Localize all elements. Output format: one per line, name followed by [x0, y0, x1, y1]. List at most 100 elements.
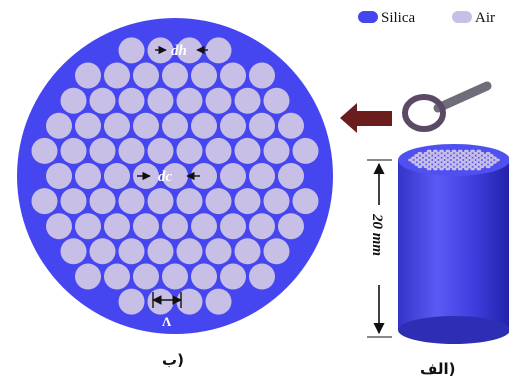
top-air-hole: [429, 156, 435, 160]
top-air-hole: [445, 167, 451, 171]
top-air-hole: [429, 165, 435, 169]
air-hole: [89, 137, 116, 164]
top-air-hole: [451, 149, 457, 153]
top-air-hole: [457, 163, 463, 166]
air-hole: [220, 62, 246, 89]
air-hole: [278, 112, 304, 139]
top-air-hole: [457, 167, 463, 171]
air-hole: [75, 163, 101, 189]
air-hole: [147, 137, 174, 164]
air-hole: [104, 263, 130, 290]
top-air-hole: [457, 149, 463, 153]
top-air-hole: [423, 160, 429, 164]
legend: Silica Air: [358, 10, 495, 26]
air-hole: [278, 213, 304, 240]
top-air-hole: [454, 151, 460, 155]
top-air-hole: [491, 156, 497, 160]
top-air-hole: [451, 163, 457, 166]
air-hole: [220, 213, 246, 240]
top-air-hole: [467, 156, 472, 160]
air-hole: [75, 112, 101, 139]
top-air-hole: [467, 151, 472, 155]
fiber-cylinder: [398, 144, 509, 344]
top-air-hole: [470, 149, 475, 153]
top-air-hole: [473, 160, 479, 164]
air-hole: [31, 188, 58, 215]
top-air-hole: [479, 151, 485, 155]
top-air-hole: [433, 158, 438, 162]
top-air-hole: [439, 154, 444, 157]
top-air-hole: [451, 158, 457, 162]
air-hole: [147, 238, 174, 265]
air-hole: [263, 137, 290, 164]
air-hole: [147, 288, 174, 315]
top-air-hole: [488, 163, 494, 166]
air-hole: [162, 112, 188, 139]
top-air-hole: [482, 163, 488, 166]
top-air-hole: [464, 167, 469, 171]
air-hole: [249, 112, 275, 139]
top-air-hole: [417, 160, 423, 164]
top-air-hole: [417, 165, 423, 169]
air-hole: [104, 163, 130, 189]
air-hole: [31, 137, 58, 164]
length-annotation: 20 mm: [367, 159, 392, 338]
top-air-hole: [485, 151, 491, 155]
top-air-hole: [436, 160, 441, 164]
top-air-hole: [436, 151, 441, 155]
air-hole: [89, 87, 116, 114]
cylinder-top-holes: [408, 149, 500, 171]
top-air-hole: [423, 165, 429, 169]
air-hole: [118, 238, 145, 265]
pitch-label: Λ: [162, 314, 172, 329]
air-hole: [118, 87, 145, 114]
top-air-hole: [426, 158, 432, 162]
top-air-hole: [426, 167, 432, 171]
air-hole: [205, 188, 232, 215]
air-hole: [75, 213, 101, 240]
air-hole: [162, 263, 188, 290]
air-hole: [234, 87, 261, 114]
top-air-hole: [417, 151, 423, 155]
top-air-hole: [448, 151, 454, 155]
top-air-hole: [464, 163, 469, 166]
top-air-hole: [423, 156, 429, 160]
air-hole: [292, 188, 319, 215]
top-air-hole: [476, 158, 482, 162]
air-hole: [249, 263, 275, 290]
top-air-hole: [467, 160, 472, 164]
top-air-hole: [482, 158, 488, 162]
air-hole: [89, 238, 116, 265]
top-air-hole: [454, 156, 460, 160]
top-air-hole: [448, 165, 454, 169]
legend-air-swatch: [452, 11, 472, 23]
top-air-hole: [470, 158, 475, 162]
top-air-hole: [464, 154, 469, 157]
top-air-hole: [433, 167, 438, 171]
air-hole: [118, 37, 145, 64]
top-air-hole: [473, 156, 479, 160]
air-hole: [249, 213, 275, 240]
top-air-hole: [445, 158, 451, 162]
air-hole: [205, 87, 232, 114]
caption-a: الف): [420, 360, 456, 378]
air-hole: [191, 62, 217, 89]
top-air-hole: [420, 158, 426, 162]
air-hole: [191, 213, 217, 240]
top-air-hole: [460, 160, 466, 164]
top-air-hole: [442, 165, 448, 169]
air-holes: [31, 37, 319, 315]
air-hole: [104, 62, 130, 89]
air-hole: [118, 188, 145, 215]
top-air-hole: [429, 151, 435, 155]
air-hole: [60, 238, 87, 265]
air-hole: [249, 62, 275, 89]
air-hole: [60, 137, 87, 164]
top-air-hole: [485, 156, 491, 160]
air-hole: [60, 87, 87, 114]
air-hole: [176, 288, 203, 315]
top-air-hole: [420, 163, 426, 166]
top-air-hole: [488, 154, 494, 157]
top-air-hole: [426, 149, 432, 153]
air-hole: [133, 263, 159, 290]
